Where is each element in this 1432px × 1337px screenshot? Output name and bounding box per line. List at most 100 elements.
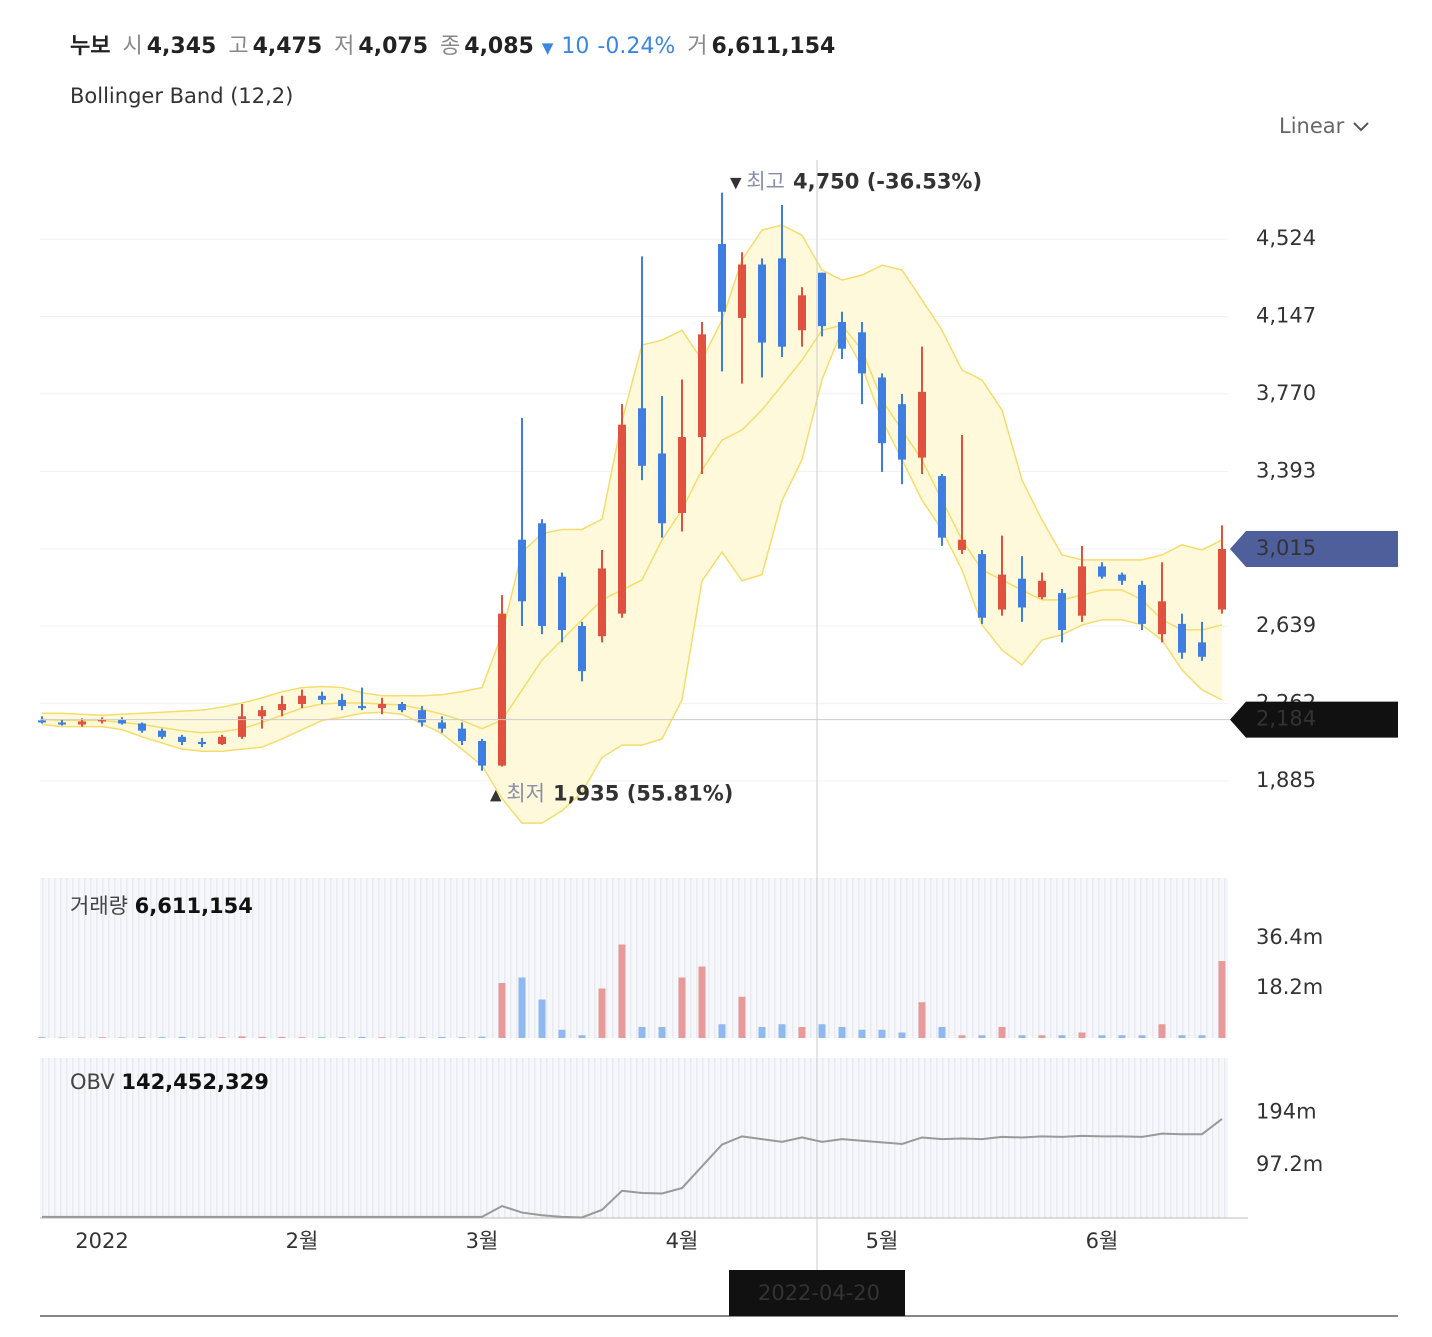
- volume-bar: [218, 1037, 226, 1038]
- volume-bar: [938, 1027, 946, 1038]
- y-tick-label: 4,524: [1256, 226, 1316, 250]
- annotation-arrow: ▼: [730, 173, 746, 191]
- crosshair-date-tag: [729, 1270, 905, 1316]
- band-fill: [42, 225, 1222, 824]
- y-tick-label: 194m: [1256, 1099, 1317, 1123]
- candle-body: [798, 295, 806, 331]
- last-price-label: 3,015: [1256, 536, 1316, 560]
- volume-bar: [778, 1024, 786, 1038]
- volume-bar: [638, 1027, 646, 1038]
- candle-body: [1098, 566, 1106, 577]
- y-tick-label: 36.4m: [1256, 925, 1323, 949]
- volume-bar: [418, 1037, 426, 1038]
- volume-bar: [98, 1037, 106, 1038]
- chevron[interactable]: [1351, 120, 1371, 134]
- volume-bar: [538, 999, 546, 1038]
- candle-body: [318, 695, 326, 700]
- candle-body: [138, 723, 146, 731]
- volume-bar: [198, 1037, 206, 1038]
- candle-body: [1178, 623, 1186, 653]
- volume-bar: [338, 1037, 346, 1038]
- candle-body: [1158, 601, 1166, 635]
- volume-bar: [398, 1037, 406, 1038]
- candle-body: [198, 741, 206, 745]
- volume-bar: [758, 1027, 766, 1038]
- scale-dropdown[interactable]: Linear: [1279, 114, 1371, 138]
- volume-bar: [658, 1027, 666, 1038]
- volume-bar: [318, 1037, 326, 1038]
- volume-bar: [518, 977, 526, 1038]
- y-tick-label: 1,885: [1256, 768, 1316, 792]
- candle-body: [498, 613, 506, 766]
- volume-title: 거래량 6,611,154: [70, 890, 253, 920]
- y-tick-label: 2,639: [1256, 613, 1316, 637]
- volume-bar: [578, 1035, 586, 1038]
- volume-bar: [78, 1037, 86, 1038]
- value: 4,075: [358, 34, 429, 59]
- y-tick-label: 4,147: [1256, 303, 1316, 327]
- x-tick-label: 6월: [1086, 1229, 1119, 1253]
- volume-bar: [1198, 1035, 1206, 1038]
- volume-bar: [1118, 1035, 1126, 1038]
- label: 고: [228, 34, 249, 59]
- indicator-name: Bollinger Band (12,2): [70, 84, 294, 108]
- candle-body: [678, 437, 686, 514]
- volume-bar: [918, 1002, 926, 1038]
- candle-body: [438, 722, 446, 729]
- candle-body: [918, 391, 926, 458]
- volume-bar: [378, 1037, 386, 1038]
- volume-bar: [178, 1036, 186, 1038]
- band-upper: [42, 224, 1223, 717]
- volume-bar: [1158, 1024, 1166, 1038]
- volume-bar: [498, 983, 506, 1038]
- volume-value: 6,611,154: [134, 894, 253, 918]
- candle-body: [638, 408, 646, 466]
- volume-bar: [838, 1027, 846, 1038]
- down-icon: ▼: [541, 39, 554, 57]
- candle-body: [1078, 566, 1086, 616]
- candle-body: [1058, 593, 1066, 631]
- candle-body: [278, 703, 286, 711]
- obv-title: OBV 142,452,329: [70, 1070, 269, 1094]
- candle-body: [1118, 574, 1126, 581]
- volume-bar: [478, 1036, 486, 1038]
- candle-body: [618, 424, 626, 614]
- change-pct: -0.24%: [597, 34, 676, 59]
- candle-body: [458, 728, 466, 741]
- volume-bar: [718, 1024, 726, 1038]
- scale-label[interactable]: Linear: [1279, 114, 1345, 138]
- x-tick-label: 2월: [286, 1229, 319, 1253]
- volume-bar: [438, 1036, 446, 1038]
- header: 누보 시 4,345 고 4,475 저 4,075 종 4,085 ▼ 10 -0.2…: [70, 28, 835, 60]
- label: 종: [440, 34, 461, 59]
- volume-bar: [998, 1027, 1006, 1038]
- candle-body: [258, 710, 266, 717]
- candle-body: [78, 721, 86, 725]
- volume-bar: [238, 1036, 246, 1038]
- volume-bar: [598, 988, 606, 1038]
- candle-body: [338, 699, 346, 707]
- change: 10: [561, 34, 590, 59]
- crosshair-price-tag: [1230, 701, 1398, 738]
- volume-panel-bg: [40, 878, 1228, 1038]
- volume-bar: [158, 1037, 166, 1038]
- obv-value: 142,452,329: [121, 1070, 269, 1094]
- volume-bar: [818, 1024, 826, 1038]
- volume-bar: [1058, 1035, 1066, 1038]
- volume-bar: [138, 1037, 146, 1038]
- y-tick-label: 3,770: [1256, 381, 1316, 405]
- x-tick-label: 4월: [666, 1229, 699, 1253]
- y-tick-label: 97.2m: [1256, 1152, 1323, 1176]
- candle-body: [658, 453, 666, 524]
- volume-bar: [858, 1029, 866, 1038]
- band-lower: [41, 328, 1223, 824]
- candle-body: [238, 716, 246, 737]
- volume-bar: [1018, 1035, 1026, 1038]
- candle-body: [298, 695, 306, 704]
- candle-body: [38, 720, 46, 723]
- candle-body: [418, 710, 426, 723]
- volume-bar: [898, 1032, 906, 1038]
- candle-body: [578, 625, 586, 672]
